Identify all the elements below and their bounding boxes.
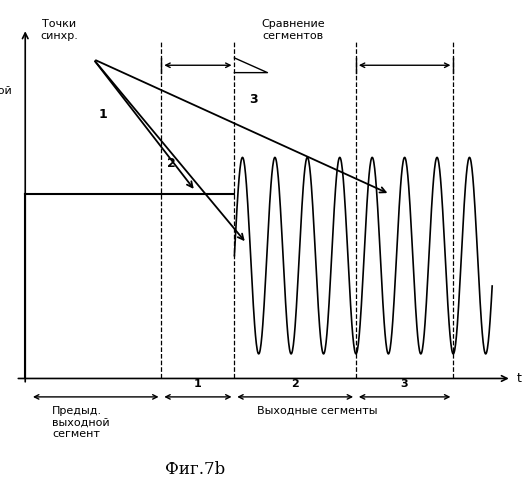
Text: Предыд.
выходной
сегмент: Предыд. выходной сегмент [52, 406, 110, 439]
Text: 1: 1 [194, 379, 202, 389]
Text: t: t [517, 372, 521, 385]
Text: 2: 2 [292, 379, 299, 389]
Text: Точки
синхр.: Точки синхр. [40, 19, 78, 41]
Text: 3: 3 [250, 92, 258, 105]
Text: 2: 2 [167, 157, 176, 170]
Text: 1: 1 [98, 108, 107, 121]
Text: Выходной
сигнал: Выходной сигнал [0, 85, 13, 107]
Text: 3: 3 [401, 379, 409, 389]
Text: Фиг.7b: Фиг.7b [165, 462, 226, 479]
Text: Выходные сегменты: Выходные сегменты [257, 406, 377, 416]
Text: Сравнение
сегментов: Сравнение сегментов [261, 19, 325, 41]
